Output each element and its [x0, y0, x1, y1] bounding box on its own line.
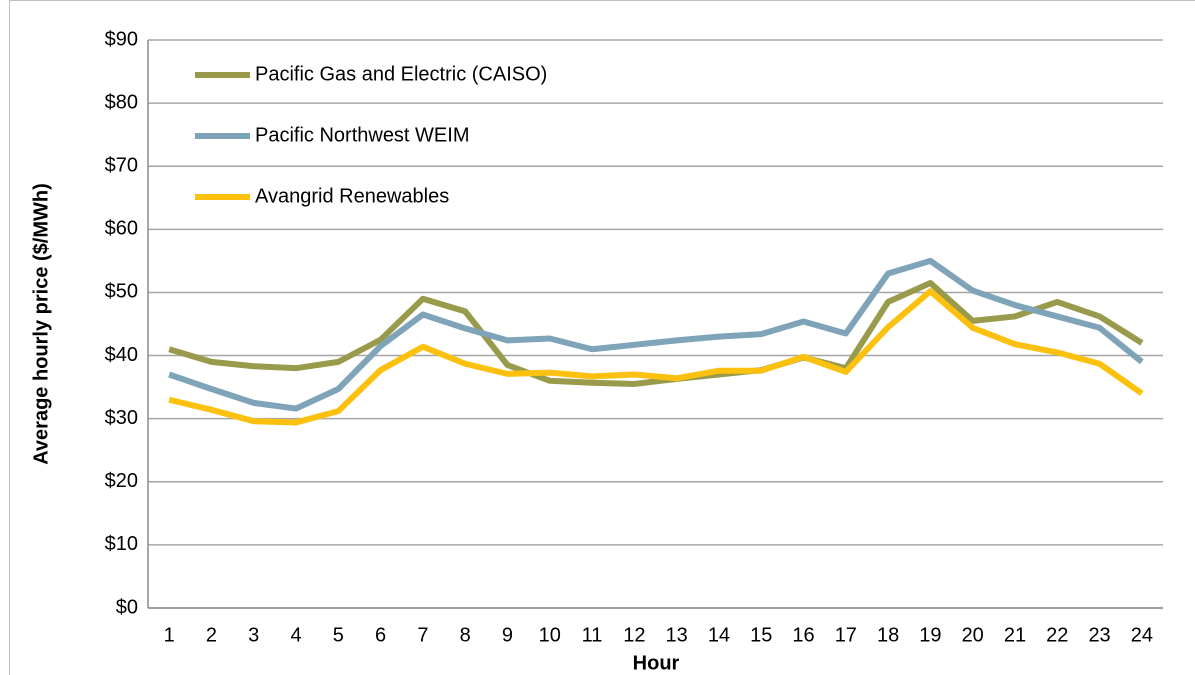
x-tick-label: 15	[750, 624, 772, 646]
x-tick-label: 17	[835, 624, 857, 646]
x-tick-label: 22	[1046, 624, 1068, 646]
x-tick-label: 3	[248, 624, 259, 646]
legend-label: Pacific Northwest WEIM	[255, 124, 469, 146]
x-tick-label: 2	[206, 624, 217, 646]
x-tick-label: 8	[460, 624, 471, 646]
y-tick-label: $20	[105, 470, 138, 492]
x-tick-label: 21	[1004, 624, 1026, 646]
x-tick-label: 23	[1088, 624, 1110, 646]
x-tick-label: 5	[333, 624, 344, 646]
y-tick-label: $70	[105, 155, 138, 177]
x-tick-label: 16	[792, 624, 814, 646]
series-line	[168, 279, 1144, 387]
y-tick-label: $10	[105, 533, 138, 555]
y-tick-label: $40	[105, 344, 138, 366]
x-tick-label: 18	[877, 624, 899, 646]
series-line	[168, 257, 1144, 412]
x-tick-label: 4	[290, 624, 301, 646]
x-tick-label: 20	[962, 624, 984, 646]
legend-label: Avangrid Renewables	[255, 185, 449, 207]
y-tick-label: $60	[105, 218, 138, 240]
series-line	[168, 288, 1144, 426]
x-tick-label: 10	[539, 624, 561, 646]
x-axis-label: Hour	[633, 652, 680, 674]
legend-label: Pacific Gas and Electric (CAISO)	[255, 63, 547, 85]
x-tick-label: 7	[417, 624, 428, 646]
x-tick-label: 19	[919, 624, 941, 646]
x-tick-label: 14	[708, 624, 730, 646]
x-tick-label: 11	[582, 624, 603, 646]
y-tick-label: $80	[105, 91, 138, 113]
x-tick-label: 24	[1131, 624, 1153, 646]
y-tick-label: $90	[105, 28, 138, 50]
x-tick-label: 9	[502, 624, 513, 646]
y-tick-label: $50	[105, 281, 138, 303]
x-tick-label: 6	[375, 624, 386, 646]
x-tick-label: 1	[164, 624, 175, 646]
x-tick-label: 12	[623, 624, 645, 646]
y-tick-label: $0	[116, 596, 138, 618]
x-tick-label: 13	[666, 624, 688, 646]
y-axis-label: Average hourly price ($/MWh)	[30, 183, 52, 465]
y-tick-label: $30	[105, 407, 138, 429]
